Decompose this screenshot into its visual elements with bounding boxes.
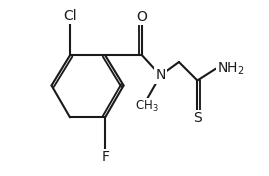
Text: O: O <box>137 10 147 24</box>
Text: CH$_3$: CH$_3$ <box>135 99 159 114</box>
Text: Cl: Cl <box>63 9 77 23</box>
Text: N: N <box>155 68 166 82</box>
Text: F: F <box>101 150 109 164</box>
Text: NH$_2$: NH$_2$ <box>217 61 244 77</box>
Text: S: S <box>193 111 202 125</box>
